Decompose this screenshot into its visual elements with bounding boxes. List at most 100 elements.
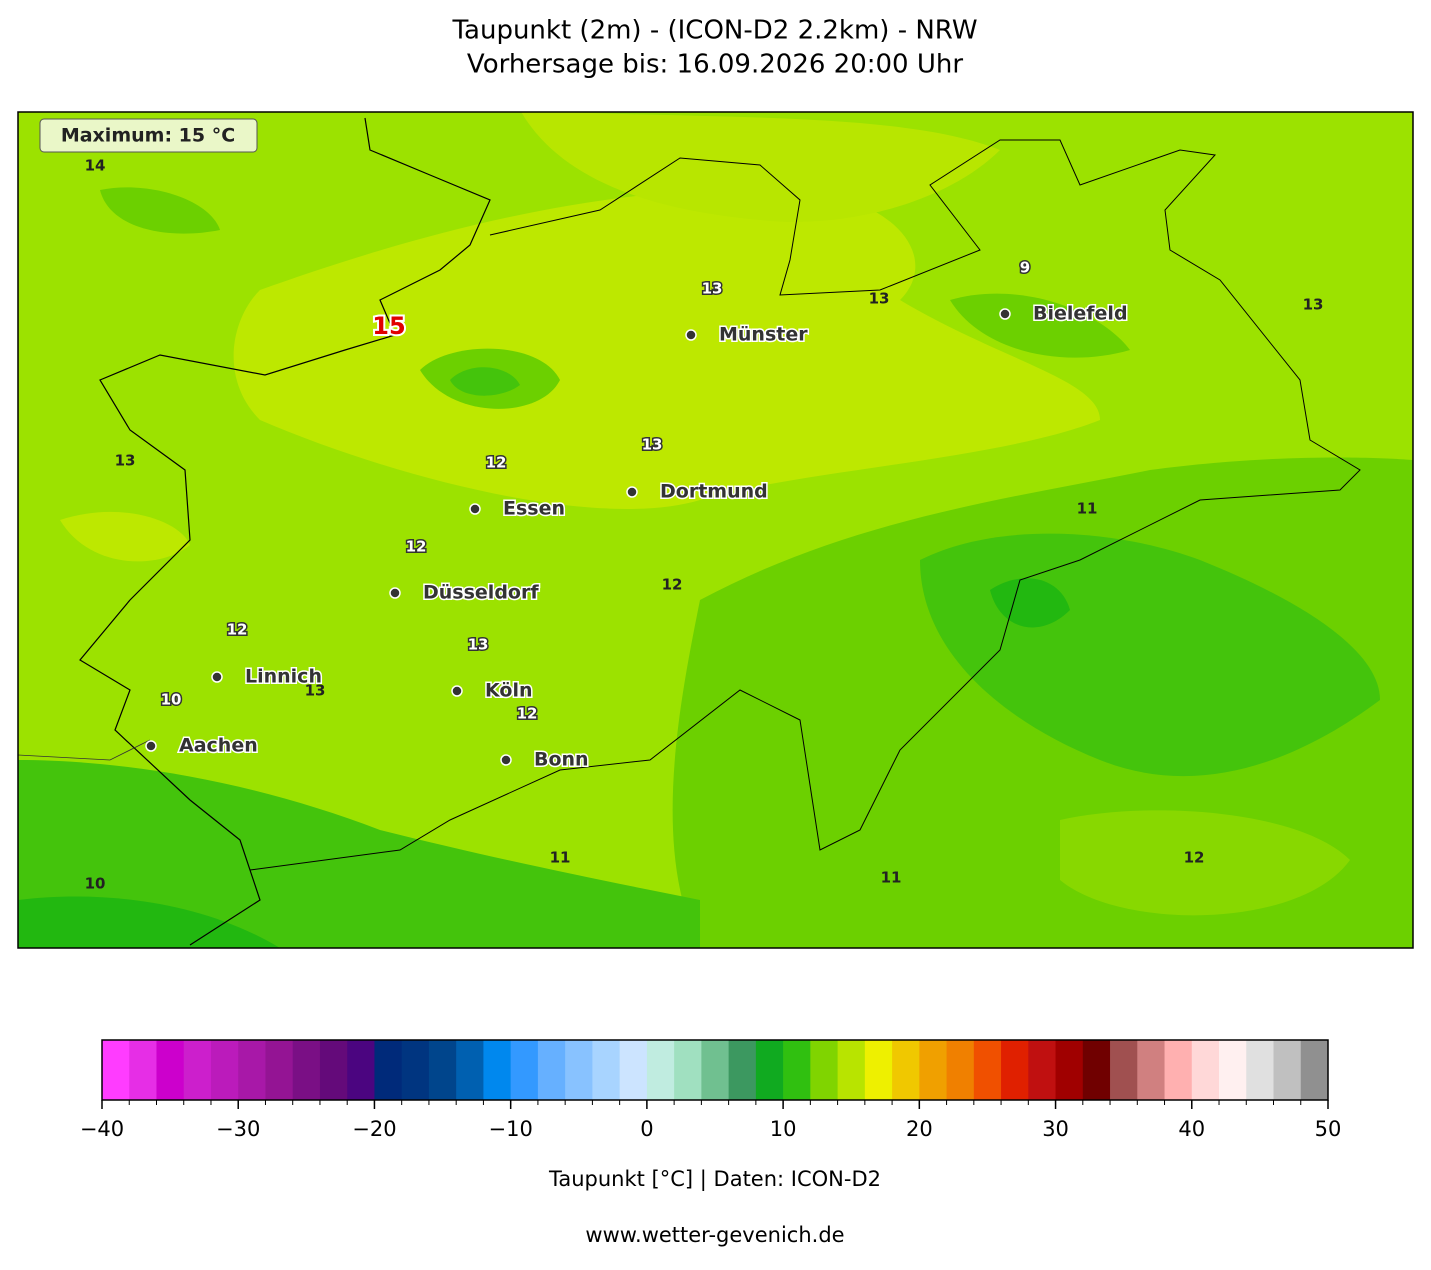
tick-label: 0 (640, 1117, 653, 1141)
color-swatch (102, 1040, 130, 1100)
color-swatch (1219, 1040, 1247, 1100)
color-swatch (1082, 1040, 1111, 1100)
color-swatch (129, 1040, 157, 1100)
color-swatch (238, 1040, 266, 1100)
tick-label: −40 (80, 1117, 124, 1141)
city-dot (469, 503, 481, 515)
color-swatch (156, 1040, 185, 1100)
color-swatch (592, 1040, 621, 1100)
contour-label: 9 (1020, 259, 1030, 277)
color-swatch (510, 1040, 539, 1100)
contour-label: 13 (305, 682, 326, 700)
tick-label: −20 (352, 1117, 396, 1141)
contour-label: 12 (486, 454, 507, 472)
color-swatch (1300, 1040, 1329, 1100)
color-swatch (1191, 1040, 1220, 1100)
maximum-text: Maximum: 15 °C (61, 125, 235, 147)
contour-label: 12 (1184, 849, 1205, 867)
subtitle: Vorhersage bis: 16.09.2026 20:00 Uhr (467, 50, 963, 80)
color-swatch (810, 1040, 839, 1100)
color-swatch (1246, 1040, 1275, 1100)
color-swatch (210, 1040, 239, 1100)
contour-label: 10 (161, 691, 182, 709)
city-dot (145, 740, 157, 752)
color-swatch (401, 1040, 430, 1100)
city-dot (626, 486, 638, 498)
color-swatch (783, 1040, 811, 1100)
tick-label: −30 (216, 1117, 260, 1141)
contour-label: 12 (227, 621, 248, 639)
color-swatch (1110, 1040, 1138, 1100)
contour-label: 11 (1077, 500, 1098, 518)
contour-label: 10 (85, 875, 106, 893)
color-swatch (483, 1040, 512, 1100)
contour-label: 13 (642, 436, 663, 454)
tick-label: −10 (489, 1117, 533, 1141)
city-dot (500, 754, 512, 766)
color-swatch (537, 1040, 566, 1100)
color-swatch (374, 1040, 403, 1100)
contour-label: 13 (702, 280, 723, 298)
city-dot (685, 329, 697, 341)
map-frame (17, 111, 1414, 949)
tick-label: 40 (1178, 1117, 1205, 1141)
tick-label: 50 (1315, 1117, 1342, 1141)
color-swatch (837, 1040, 866, 1100)
maximum-box (39, 118, 258, 153)
color-swatch (319, 1040, 348, 1100)
color-swatch (755, 1040, 784, 1100)
city-name: Düsseldorf (423, 582, 539, 604)
color-swatch (428, 1040, 457, 1100)
contour-label: 13 (1303, 296, 1324, 314)
colorbar-frame (101, 1039, 1329, 1101)
color-swatch (728, 1040, 757, 1100)
color-swatch (1137, 1040, 1166, 1100)
color-swatch (946, 1040, 975, 1100)
contour-label: 12 (517, 705, 538, 723)
color-swatch (292, 1040, 321, 1100)
color-swatch (265, 1040, 294, 1100)
color-swatch (973, 1040, 1002, 1100)
maximum-label: 15 (372, 312, 405, 340)
city-name: Bonn (534, 749, 589, 771)
city-name: Aachen (179, 735, 258, 757)
color-swatch (456, 1040, 484, 1100)
color-swatch (183, 1040, 212, 1100)
color-swatch (919, 1040, 948, 1100)
color-swatch (701, 1040, 730, 1100)
city-name: Linnich (245, 666, 322, 688)
color-swatch (646, 1040, 675, 1100)
tick-label: 30 (1042, 1117, 1069, 1141)
contour-label: 13 (468, 636, 489, 654)
city-dot (451, 685, 463, 697)
city-dot (999, 308, 1011, 320)
contour-label: 13 (869, 290, 890, 308)
tick-label: 20 (906, 1117, 933, 1141)
contour-label: 13 (115, 452, 136, 470)
color-swatch (892, 1040, 920, 1100)
color-swatch (1273, 1040, 1302, 1100)
contour-label: 12 (406, 538, 427, 556)
color-swatch (1055, 1040, 1084, 1100)
city-dot (389, 587, 401, 599)
city-dot (211, 671, 223, 683)
colorbar-label: Taupunkt [°C] | Daten: ICON-D2 (548, 1167, 881, 1192)
city-name: Köln (485, 680, 532, 702)
city-name: Münster (719, 324, 808, 346)
title: Taupunkt (2m) - (ICON-D2 2.2km) - NRW (451, 16, 977, 46)
color-swatch (347, 1040, 375, 1100)
color-swatch (1001, 1040, 1029, 1100)
color-swatch (864, 1040, 893, 1100)
city-name: Bielefeld (1033, 303, 1128, 325)
tick-label: 10 (770, 1117, 797, 1141)
color-swatch (674, 1040, 702, 1100)
contour-label: 12 (662, 576, 683, 594)
city-name: Dortmund (660, 481, 768, 503)
city-name: Essen (503, 498, 565, 520)
color-swatch (1164, 1040, 1193, 1100)
color-swatch (619, 1040, 648, 1100)
color-swatch (565, 1040, 593, 1100)
footer: www.wetter-gevenich.de (585, 1223, 844, 1247)
contour-label: 11 (550, 849, 571, 867)
